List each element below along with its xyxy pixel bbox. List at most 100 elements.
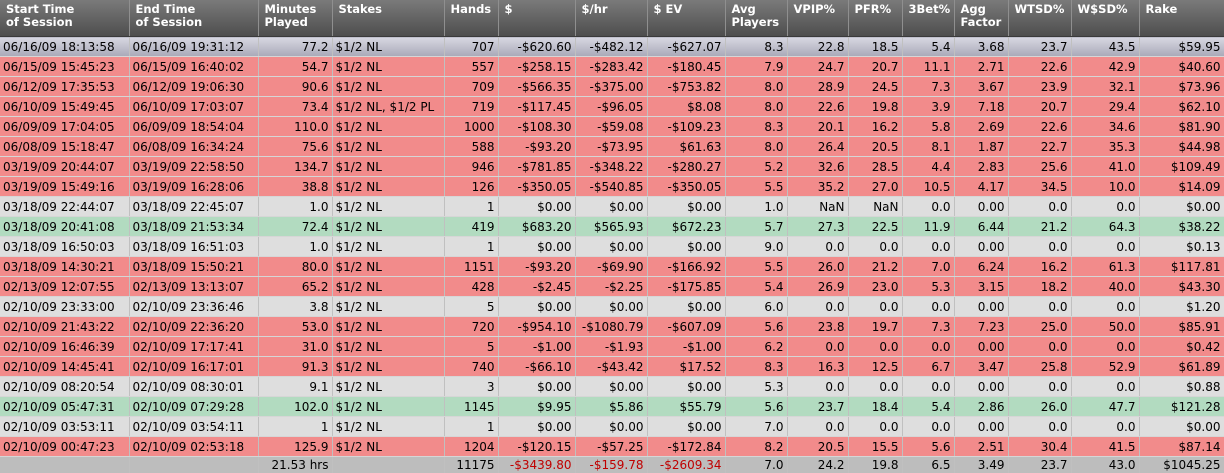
cell-rake: $1.20 bbox=[1139, 297, 1224, 317]
cell-avg_players: 6.0 bbox=[725, 297, 787, 317]
cell-dollars: -$120.15 bbox=[498, 437, 575, 457]
column-header-minutes[interactable]: Minutes Played bbox=[258, 0, 332, 37]
cell-hands: 1 bbox=[444, 197, 498, 217]
cell-agg: 0.00 bbox=[954, 197, 1008, 217]
cell-avg_players: 1.0 bbox=[725, 197, 787, 217]
cell-minutes: 1.0 bbox=[258, 237, 332, 257]
cell-vpip: 28.9 bbox=[787, 77, 848, 97]
cell-start: 03/19/09 15:49:16 bbox=[0, 177, 129, 197]
cell-threebet: 8.1 bbox=[902, 137, 954, 157]
cell-rake: $0.88 bbox=[1139, 377, 1224, 397]
cell-wtsd: 26.0 bbox=[1008, 397, 1071, 417]
cell-end: 03/19/09 22:58:50 bbox=[129, 157, 258, 177]
cell-vpip: 20.5 bbox=[787, 437, 848, 457]
cell-wtsd: 22.7 bbox=[1008, 137, 1071, 157]
column-header-hands[interactable]: Hands bbox=[444, 0, 498, 37]
cell-per_hr: -$2.25 bbox=[575, 277, 647, 297]
column-header-stakes[interactable]: Stakes bbox=[332, 0, 444, 37]
cell-hands: 740 bbox=[444, 357, 498, 377]
cell-start: 03/18/09 14:30:21 bbox=[0, 257, 129, 277]
cell-wsd: 61.3 bbox=[1071, 257, 1139, 277]
cell-threebet: 5.4 bbox=[902, 37, 954, 57]
column-header-agg[interactable]: Agg Factor bbox=[954, 0, 1008, 37]
cell-dollars: $0.00 bbox=[498, 197, 575, 217]
cell-hands: 719 bbox=[444, 97, 498, 117]
cell-per_hr: -$43.42 bbox=[575, 357, 647, 377]
cell-threebet: 7.0 bbox=[902, 257, 954, 277]
cell-threebet: 5.4 bbox=[902, 397, 954, 417]
column-header-avg_players[interactable]: Avg Players bbox=[725, 0, 787, 37]
column-header-vpip[interactable]: VPIP% bbox=[787, 0, 848, 37]
cell-pfr: 28.5 bbox=[848, 157, 902, 177]
column-header-end[interactable]: End Time of Session bbox=[129, 0, 258, 37]
column-header-ev[interactable]: $ EV bbox=[647, 0, 725, 37]
column-header-pfr[interactable]: PFR% bbox=[848, 0, 902, 37]
cell-stakes: $1/2 NL bbox=[332, 377, 444, 397]
cell-agg: 2.69 bbox=[954, 117, 1008, 137]
cell-threebet: 7.3 bbox=[902, 77, 954, 97]
cell-avg_players: 5.3 bbox=[725, 377, 787, 397]
cell-start: 06/12/09 17:35:53 bbox=[0, 77, 129, 97]
cell-ev: $55.79 bbox=[647, 397, 725, 417]
cell-wtsd: 0.0 bbox=[1008, 417, 1071, 437]
cell-agg: 3.67 bbox=[954, 77, 1008, 97]
cell-dollars: $0.00 bbox=[498, 417, 575, 437]
column-header-rake[interactable]: Rake bbox=[1139, 0, 1224, 37]
cell-pfr: 19.7 bbox=[848, 317, 902, 337]
cell-avg_players: 5.5 bbox=[725, 177, 787, 197]
cell-agg: 3.47 bbox=[954, 357, 1008, 377]
cell-stakes: $1/2 NL bbox=[332, 37, 444, 57]
cell-pfr: NaN bbox=[848, 197, 902, 217]
column-header-start[interactable]: Start Time of Session bbox=[0, 0, 129, 37]
column-header-threebet[interactable]: 3Bet% bbox=[902, 0, 954, 37]
cell-minutes: 134.7 bbox=[258, 157, 332, 177]
cell-vpip: 27.3 bbox=[787, 217, 848, 237]
cell-rake: $62.10 bbox=[1139, 97, 1224, 117]
cell-per_hr: -$96.05 bbox=[575, 97, 647, 117]
cell-start: 06/16/09 18:13:58 bbox=[0, 37, 129, 57]
cell-end: 02/10/09 03:54:11 bbox=[129, 417, 258, 437]
column-header-wsd[interactable]: W$SD% bbox=[1071, 0, 1139, 37]
cell-dollars: -$93.20 bbox=[498, 257, 575, 277]
cell-minutes: 91.3 bbox=[258, 357, 332, 377]
cell-threebet: 5.6 bbox=[902, 437, 954, 457]
column-header-dollars[interactable]: $ bbox=[498, 0, 575, 37]
cell-dollars: $683.20 bbox=[498, 217, 575, 237]
column-header-wtsd[interactable]: WTSD% bbox=[1008, 0, 1071, 37]
cell-threebet: 0.0 bbox=[902, 337, 954, 357]
cell-avg_players: 5.5 bbox=[725, 257, 787, 277]
cell-vpip: 32.6 bbox=[787, 157, 848, 177]
column-header-per_hr[interactable]: $/hr bbox=[575, 0, 647, 37]
cell-pfr: 0.0 bbox=[848, 297, 902, 317]
cell-vpip: 20.1 bbox=[787, 117, 848, 137]
cell-stakes: $1/2 NL bbox=[332, 337, 444, 357]
cell-start: 02/10/09 16:46:39 bbox=[0, 337, 129, 357]
cell-stakes: $1/2 NL, $1/2 PL bbox=[332, 97, 444, 117]
cell-ev: -$172.84 bbox=[647, 437, 725, 457]
cell-dollars: -$258.15 bbox=[498, 57, 575, 77]
cell-rake: $61.89 bbox=[1139, 357, 1224, 377]
cell-wsd: 41.5 bbox=[1071, 437, 1139, 457]
cell-avg_players: 6.2 bbox=[725, 337, 787, 357]
